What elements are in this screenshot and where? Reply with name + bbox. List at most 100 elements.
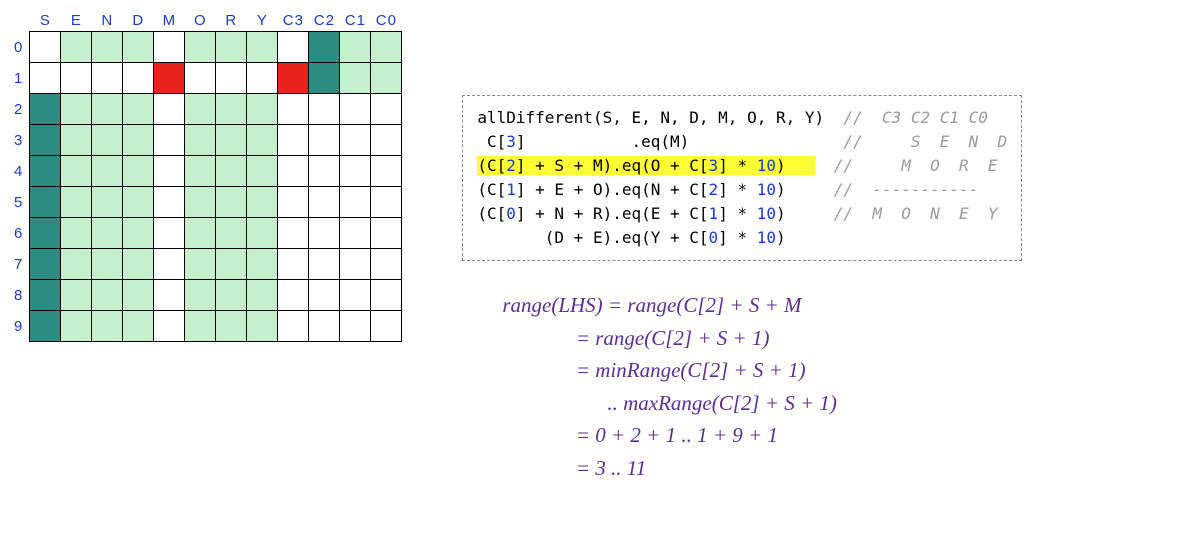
grid-cell: [216, 94, 247, 125]
grid-cell: [92, 94, 123, 125]
grid-col-header: N: [92, 10, 123, 32]
grid-row-header: 6: [10, 218, 30, 249]
code-line: C[3] .eq(M) // S E N D: [477, 130, 1007, 154]
grid-cell: [92, 187, 123, 218]
right-column: allDifferent(S, E, N, D, M, O, R, Y) // …: [462, 95, 1022, 484]
grid-cell: [340, 156, 371, 187]
grid-col-header: C1: [340, 10, 371, 32]
grid-cell: [216, 156, 247, 187]
grid-cell: [247, 156, 278, 187]
grid-cell: [154, 218, 185, 249]
grid-cell: [185, 311, 216, 342]
code-comment: // M O N E Y: [834, 204, 998, 223]
grid-cell: [278, 280, 309, 311]
grid-row: 8: [10, 280, 402, 311]
grid-cell: [247, 125, 278, 156]
grid-row: 5: [10, 187, 402, 218]
grid-row: 3: [10, 125, 402, 156]
math-line: = 3 .. 11: [502, 452, 1022, 485]
grid-cell: [371, 311, 402, 342]
grid-cell: [309, 63, 340, 94]
grid-body: 0123456789: [10, 32, 402, 342]
grid-cell: [185, 187, 216, 218]
grid-row-header: 0: [10, 32, 30, 63]
grid-cell: [185, 63, 216, 94]
grid-cell: [247, 187, 278, 218]
grid-cell: [123, 125, 154, 156]
grid-cell: [185, 218, 216, 249]
grid-cell: [30, 63, 61, 94]
grid-col-header: S: [30, 10, 61, 32]
grid-row: 6: [10, 218, 402, 249]
math-line: .. maxRange(C[2] + S + 1): [502, 387, 1022, 420]
grid-row-header: 8: [10, 280, 30, 311]
grid-cell: [216, 311, 247, 342]
grid-column-headers: SENDMORYC3C2C1C0: [10, 10, 402, 32]
grid-cell: [30, 125, 61, 156]
grid-cell: [247, 218, 278, 249]
grid-cell: [123, 280, 154, 311]
grid-cell: [309, 94, 340, 125]
grid-col-header: Y: [247, 10, 278, 32]
grid-cell: [185, 249, 216, 280]
range-derivation: range(LHS) = range(C[2] + S + M = range(…: [502, 289, 1022, 484]
grid-cell: [185, 125, 216, 156]
math-line: = range(C[2] + S + 1): [502, 322, 1022, 355]
constraint-code-box: allDifferent(S, E, N, D, M, O, R, Y) // …: [462, 95, 1022, 261]
diagram-root: SENDMORYC3C2C1C0 0123456789 allDifferent…: [10, 10, 1172, 484]
grid-cell: [247, 94, 278, 125]
grid-cell: [154, 280, 185, 311]
grid-cell: [371, 156, 402, 187]
grid-cell: [92, 63, 123, 94]
grid-row-header: 2: [10, 94, 30, 125]
grid-cell: [92, 249, 123, 280]
grid-cell: [309, 187, 340, 218]
grid-cell: [340, 280, 371, 311]
grid-col-header: C0: [371, 10, 402, 32]
grid-cell: [340, 187, 371, 218]
code-text: allDifferent(S, E, N, D, M, O, R, Y): [477, 108, 824, 127]
grid-cell: [154, 156, 185, 187]
grid-cell: [340, 311, 371, 342]
grid-col-header: O: [185, 10, 216, 32]
constraint-grid: SENDMORYC3C2C1C0 0123456789: [10, 10, 402, 342]
grid-col-header: C2: [309, 10, 340, 32]
grid-cell: [278, 94, 309, 125]
grid-cell: [123, 94, 154, 125]
grid-cell: [30, 94, 61, 125]
grid-cell: [309, 156, 340, 187]
grid-cell: [340, 32, 371, 63]
code-line: allDifferent(S, E, N, D, M, O, R, Y) // …: [477, 106, 1007, 130]
grid-cell: [61, 280, 92, 311]
math-line: range(LHS) = range(C[2] + S + M: [502, 289, 1022, 322]
grid-row-header: 1: [10, 63, 30, 94]
grid-cell: [30, 187, 61, 218]
grid-cell: [216, 63, 247, 94]
grid-cell: [61, 63, 92, 94]
grid-cell: [216, 32, 247, 63]
grid-cell: [30, 249, 61, 280]
grid-cell: [123, 187, 154, 218]
grid-cell: [371, 63, 402, 94]
grid-col-header: R: [216, 10, 247, 32]
grid-col-header: D: [123, 10, 154, 32]
math-line: = minRange(C[2] + S + 1): [502, 354, 1022, 387]
code-line: (C[0] + N + R).eq(E + C[1] * 10) // M O …: [477, 202, 1007, 226]
grid-cell: [216, 249, 247, 280]
grid-cell: [371, 32, 402, 63]
grid-cell: [371, 187, 402, 218]
grid-cell: [185, 280, 216, 311]
grid-cell: [309, 311, 340, 342]
grid-cell: [30, 32, 61, 63]
grid-cell: [309, 249, 340, 280]
grid-cell: [340, 218, 371, 249]
code-line: (C[2] + S + M).eq(O + C[3] * 10) // M O …: [477, 154, 1007, 178]
grid-row-header: 3: [10, 125, 30, 156]
grid-cell: [154, 249, 185, 280]
grid-row: 9: [10, 311, 402, 342]
grid-cell: [309, 218, 340, 249]
grid-cell: [185, 32, 216, 63]
code-comment: // S E N D: [843, 132, 1007, 151]
grid-row-header: 7: [10, 249, 30, 280]
grid-row: 0: [10, 32, 402, 63]
